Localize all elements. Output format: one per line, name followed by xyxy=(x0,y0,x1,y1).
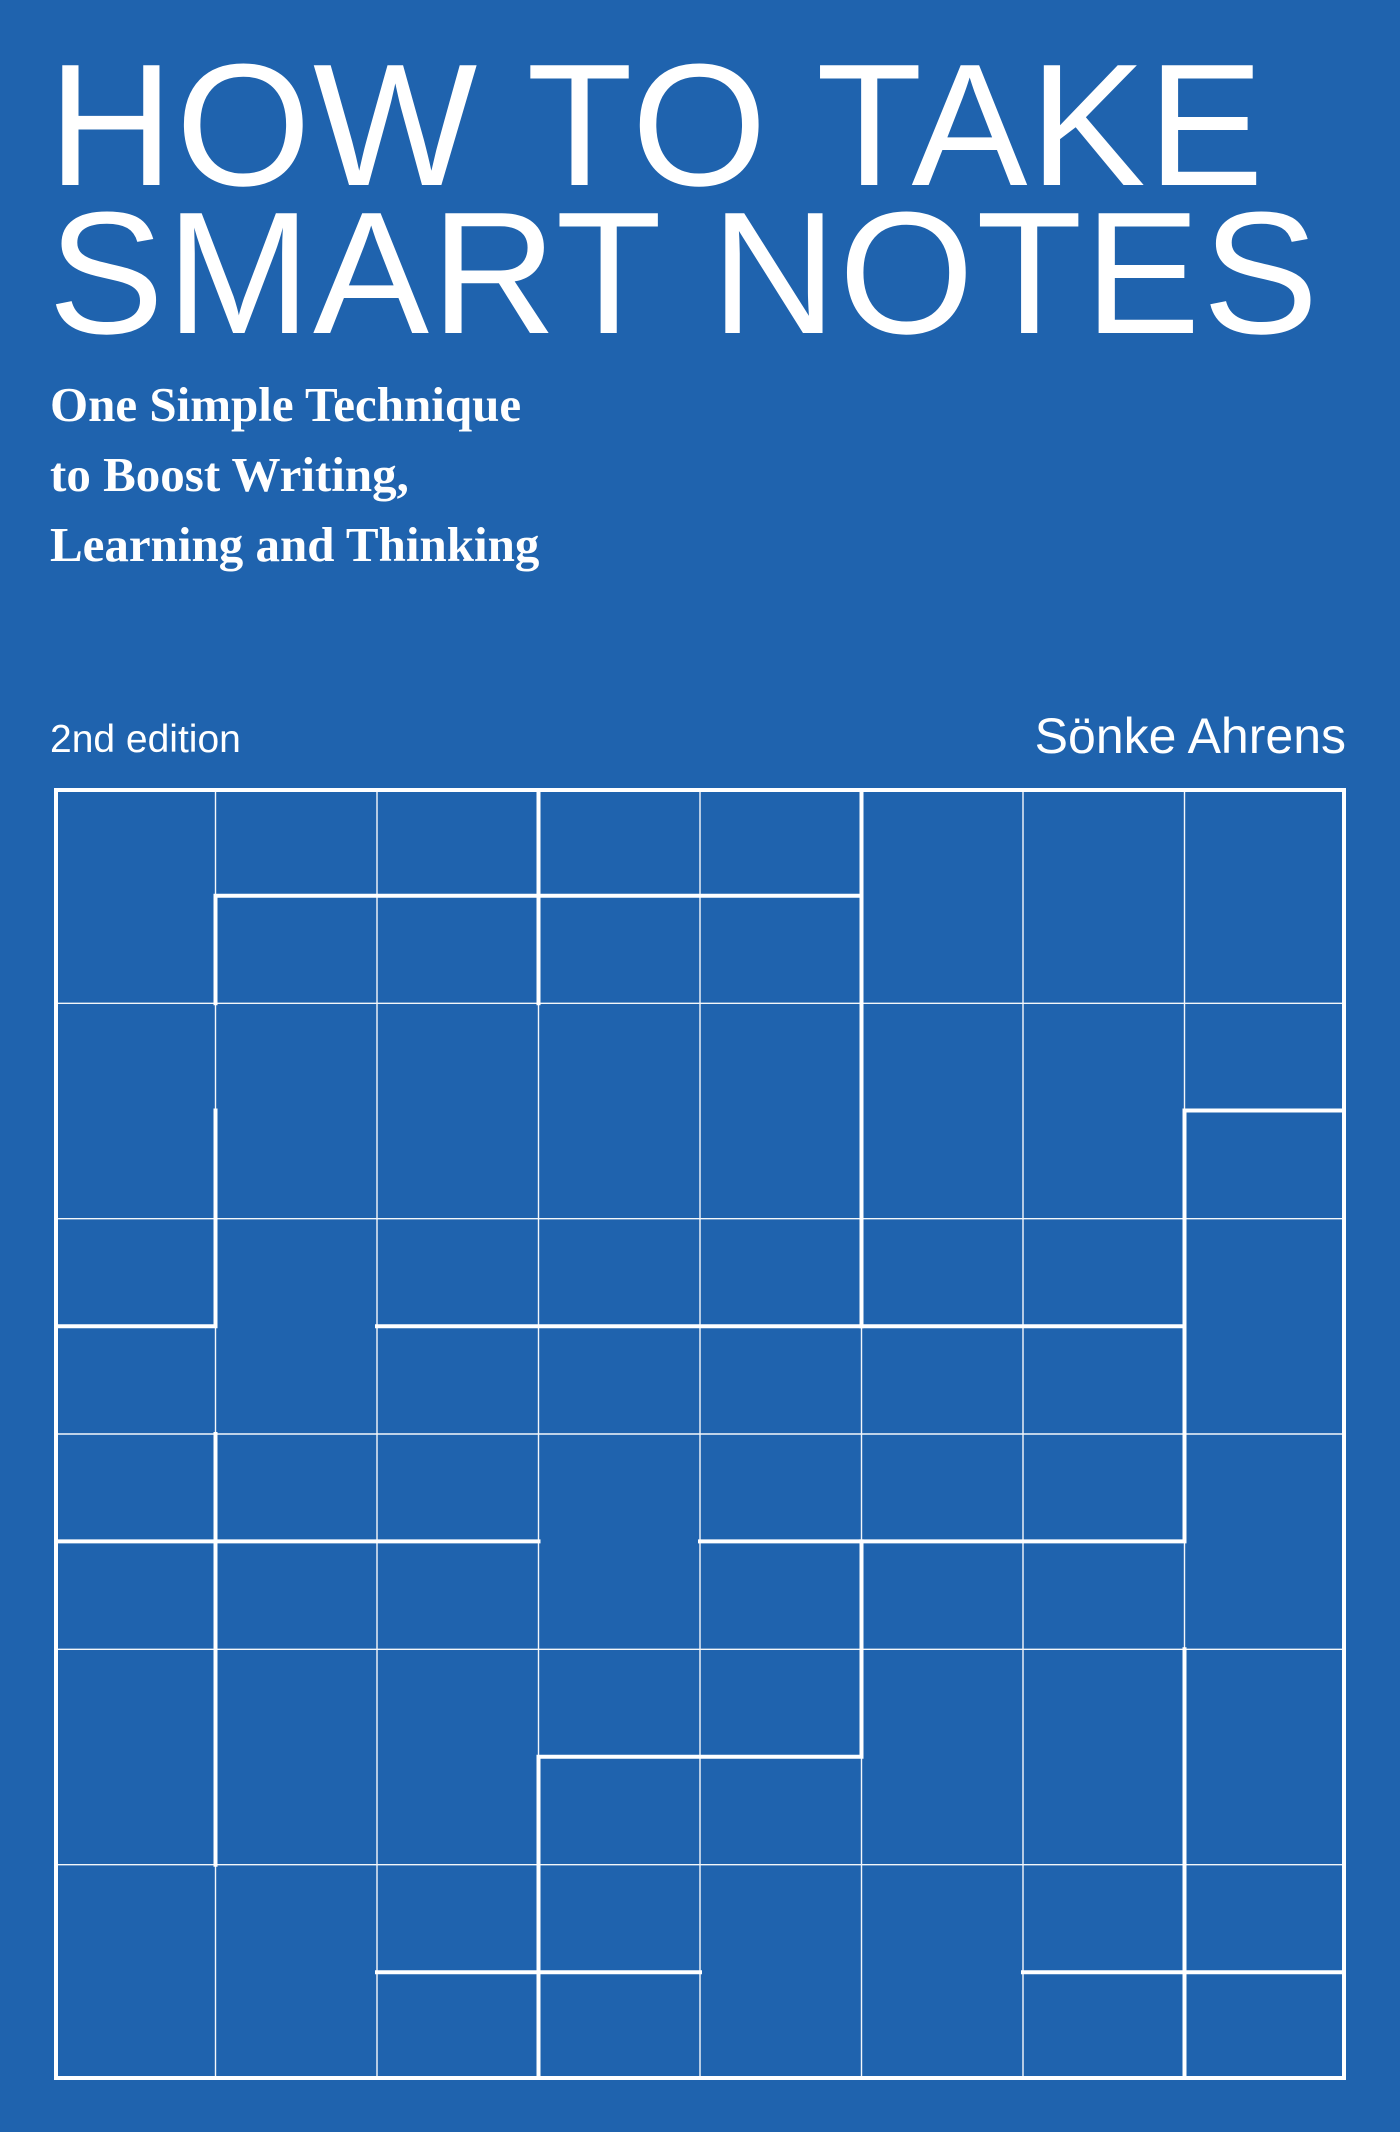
outline-frame xyxy=(54,788,1346,2080)
edition-label: 2nd edition xyxy=(50,718,241,761)
note-grid-illustration xyxy=(54,788,1346,2080)
thin-grid-lines xyxy=(54,788,1346,2080)
subtitle-line-3: Learning and Thinking xyxy=(50,517,540,572)
title-line-1: HOW TO TAKE xyxy=(48,27,1266,222)
maze-segment xyxy=(54,1108,218,1329)
maze-segment xyxy=(536,1539,864,2080)
author-name: Sönke Ahrens xyxy=(1034,708,1346,764)
title-line-2: SMART NOTES xyxy=(48,175,1321,370)
maze-segment xyxy=(375,1108,1346,1329)
thick-maze-lines xyxy=(54,788,1346,2080)
subtitle-line-1: One Simple Technique xyxy=(50,377,522,432)
grid-frame xyxy=(54,788,1346,2080)
subtitle-line-2: to Boost Writing, xyxy=(50,447,409,502)
